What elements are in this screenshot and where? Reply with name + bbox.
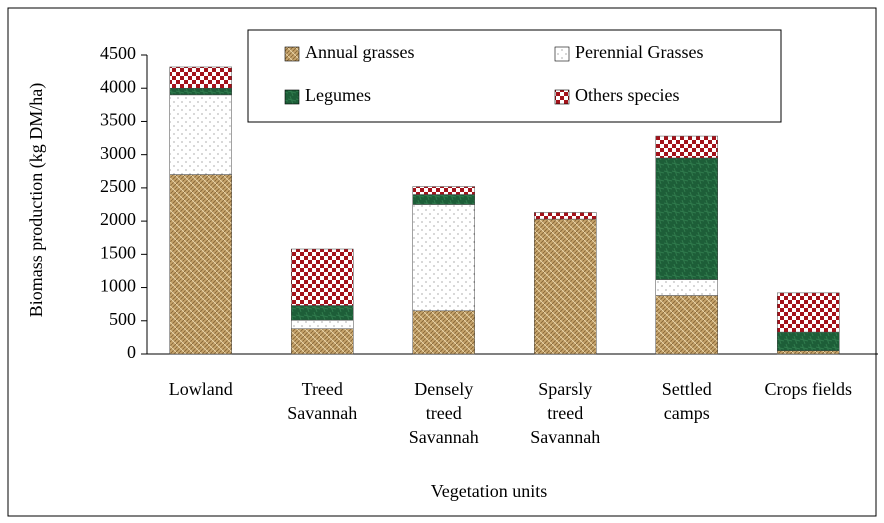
bar-segment	[291, 248, 354, 306]
y-tick-label: 0	[127, 342, 136, 362]
legend-box	[247, 29, 782, 123]
y-tick-label: 3000	[100, 143, 136, 163]
bar-segment	[291, 305, 354, 321]
x-tick-label: Settled camps	[661, 379, 712, 423]
x-tick-label: Treed Savannah	[287, 379, 358, 423]
legend-swatch	[554, 46, 570, 62]
y-tick-label: 4000	[100, 76, 136, 96]
y-tick-label: 1500	[100, 242, 136, 262]
bar-segment	[655, 295, 718, 355]
legend-label: Annual grasses	[305, 42, 414, 62]
y-tick-label: 3500	[100, 110, 136, 130]
bar-segment	[291, 328, 354, 355]
bar-segment	[655, 157, 718, 280]
y-tick-label: 1000	[100, 276, 136, 296]
bar-segment	[169, 87, 232, 96]
legend-label: Others species	[575, 85, 679, 105]
bar-segment	[655, 135, 718, 159]
y-tick-label: 4500	[100, 43, 136, 63]
x-tick-label: Crops fields	[764, 379, 853, 399]
legend-label: Legumes	[305, 85, 371, 105]
y-tick-label: 2500	[100, 176, 136, 196]
bar-segment	[412, 186, 475, 195]
bar-segment	[291, 319, 354, 330]
y-axis-title: Biomass production (kg DM/ha)	[26, 83, 47, 317]
bar-segment	[777, 350, 840, 355]
legend-swatch	[554, 89, 570, 105]
bar-segment	[777, 292, 840, 333]
bar-segment	[777, 331, 840, 351]
legend-swatch	[284, 89, 300, 105]
bar-segment	[534, 218, 597, 355]
bar-segment	[412, 204, 475, 312]
y-tick-label: 500	[109, 309, 136, 329]
bar-segment	[412, 194, 475, 205]
bar-segment	[169, 94, 232, 175]
y-tick-label: 2000	[100, 209, 136, 229]
bar-segment	[412, 310, 475, 355]
bar-segment	[169, 66, 232, 89]
bar-segment	[534, 212, 597, 220]
x-tick-label: Sparsly treed Savannah	[530, 379, 601, 447]
x-tick-label: Lowland	[168, 379, 233, 399]
legend-swatch	[284, 46, 300, 62]
x-axis-title: Vegetation units	[431, 481, 547, 501]
bar-segment	[655, 279, 718, 296]
x-tick-label: Densely treed Savannah	[408, 379, 479, 447]
chart-border	[7, 7, 877, 517]
bar-segment	[169, 174, 232, 355]
legend-label: Perennial Grasses	[575, 42, 703, 62]
